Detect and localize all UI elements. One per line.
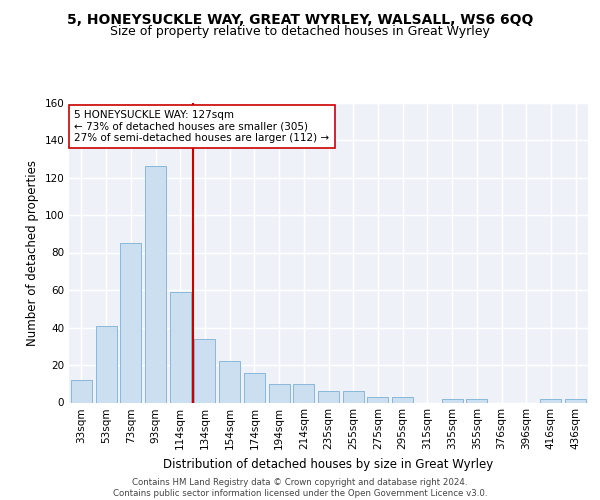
Bar <box>120 243 141 402</box>
Bar <box>367 397 388 402</box>
Text: 5, HONEYSUCKLE WAY, GREAT WYRLEY, WALSALL, WS6 6QQ: 5, HONEYSUCKLE WAY, GREAT WYRLEY, WALSAL… <box>67 12 533 26</box>
Bar <box>145 166 166 402</box>
Bar <box>170 292 191 403</box>
Bar <box>293 384 314 402</box>
Bar <box>219 361 240 403</box>
Bar <box>565 399 586 402</box>
Bar <box>194 339 215 402</box>
Bar <box>95 326 116 402</box>
Bar <box>466 399 487 402</box>
Bar <box>392 397 413 402</box>
Bar <box>71 380 92 402</box>
Bar <box>343 391 364 402</box>
Bar <box>541 399 562 402</box>
Bar <box>442 399 463 402</box>
X-axis label: Distribution of detached houses by size in Great Wyrley: Distribution of detached houses by size … <box>163 458 494 471</box>
Bar <box>318 391 339 402</box>
Text: Contains HM Land Registry data © Crown copyright and database right 2024.
Contai: Contains HM Land Registry data © Crown c… <box>113 478 487 498</box>
Text: Size of property relative to detached houses in Great Wyrley: Size of property relative to detached ho… <box>110 25 490 38</box>
Text: 5 HONEYSUCKLE WAY: 127sqm
← 73% of detached houses are smaller (305)
27% of semi: 5 HONEYSUCKLE WAY: 127sqm ← 73% of detac… <box>74 110 329 143</box>
Bar <box>244 372 265 402</box>
Bar <box>269 384 290 402</box>
Y-axis label: Number of detached properties: Number of detached properties <box>26 160 39 346</box>
